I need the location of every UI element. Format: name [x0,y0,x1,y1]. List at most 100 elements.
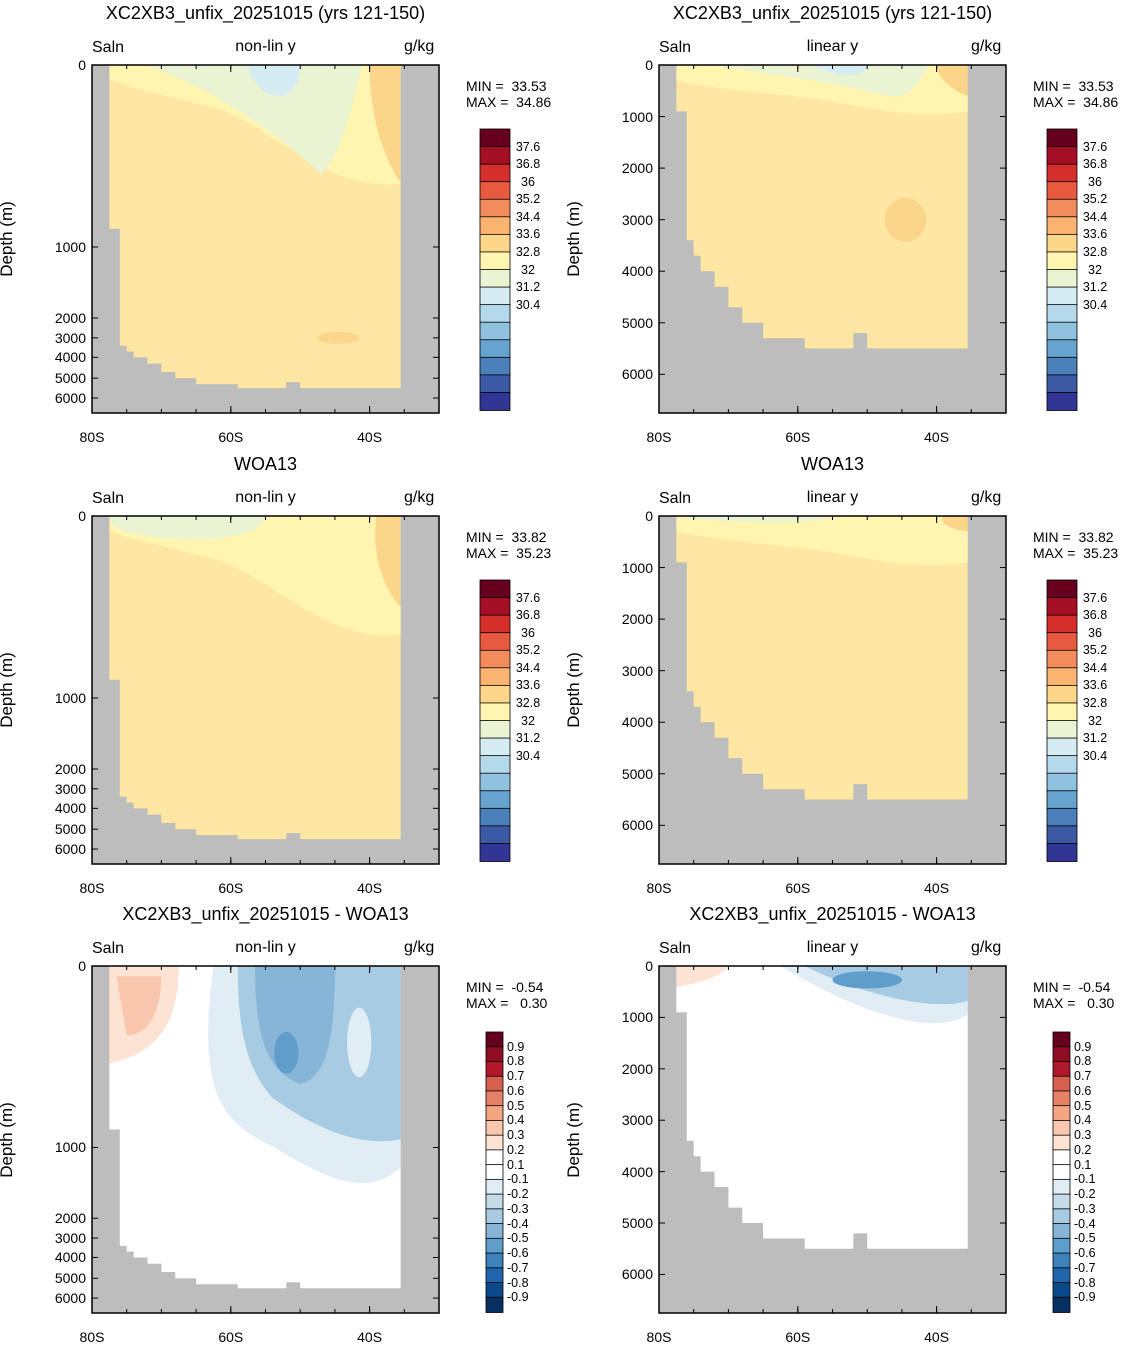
min-label: MIN = 33.53 [466,78,547,94]
colorbar-swatch [479,374,511,394]
colorbar-swatch [479,632,511,652]
colorbar-label: 33.6 [1082,678,1108,693]
colorbar-label: 30.4 [515,297,541,312]
colorbar-swatch [485,1061,504,1078]
y-axis-label: Depth (m) [0,1101,16,1178]
variable-label: Saln [659,39,692,56]
y-tick-label: 5000 [54,1270,86,1287]
colorbar-label: 37.6 [1082,590,1108,605]
colorbar-swatch [479,843,511,862]
colorbar-swatch [479,216,511,236]
colorbar-swatch [1052,1046,1071,1063]
y-tick-label: 1000 [54,1139,86,1156]
field-band [116,976,162,1036]
colorbar-label: 34.4 [1082,209,1108,224]
colorbar-label: 34.4 [515,209,541,224]
variable-label: Saln [92,39,125,56]
colorbar-swatch [1046,825,1078,845]
colorbar-label: 30.4 [1082,297,1108,312]
subtitle-label: linear y [806,939,859,956]
colorbar-swatch [1052,1223,1071,1240]
variable-label: Saln [659,940,692,957]
min-label: MIN = -0.54 [1033,979,1111,995]
plot-area [658,64,1007,414]
land-mask [400,966,439,1313]
colorbar-swatch [479,321,511,341]
colorbar-label: -0.7 [507,1260,529,1275]
colorbar-swatch [485,1164,504,1181]
colorbar-swatch [479,304,511,324]
y-tick-label: 2000 [621,611,653,628]
y-tick-label: 4000 [54,800,86,817]
colorbar-swatch [1052,1105,1071,1122]
colorbar-label: -0.1 [507,1172,529,1187]
field-band [936,65,968,96]
y-tick-label: 3000 [54,329,86,346]
colorbar-label: 36.8 [515,608,541,623]
subtitle-label: non-lin y [235,939,296,956]
y-tick-label: 6000 [54,390,86,407]
field-band [676,966,729,987]
colorbar [1052,1031,1071,1313]
colorbar-label: 36 [1088,174,1102,189]
x-tick-label: 60S [785,880,811,896]
colorbar-label: 30.4 [515,748,541,763]
colorbar-swatch [485,1090,504,1107]
colorbar-label: -0.4 [507,1216,529,1231]
colorbar-swatch [485,1120,504,1137]
colorbar-swatch [485,1267,504,1284]
colorbar-label: 32.8 [515,695,541,710]
colorbar-swatch [1052,1267,1071,1284]
x-tick-label: 80S [646,1329,672,1345]
colorbar-label: 0.4 [1074,1113,1092,1128]
plot-area [91,965,440,1314]
min-label: MIN = 33.82 [466,529,547,545]
plot-area [658,965,1007,1314]
colorbar [485,1031,504,1313]
colorbar-swatch [479,163,511,183]
colorbar-swatch [1046,579,1078,599]
field-band [942,516,968,532]
plot-area [658,515,1007,865]
field-band [274,1031,299,1074]
colorbar-swatch [1046,843,1078,862]
colorbar-label: 0.1 [1074,1157,1092,1172]
colorbar-label: 32 [1088,262,1102,277]
land-mask [967,516,1006,864]
y-tick-label: 2000 [54,1210,86,1227]
colorbar-label: 31.2 [515,280,541,295]
colorbar-label: 0.2 [507,1142,525,1157]
colorbar-swatch [1052,1296,1071,1313]
colorbar-label: 32 [1088,713,1102,728]
y-tick-label: 4000 [54,349,86,366]
colorbar-swatch [485,1193,504,1210]
colorbar-swatch [479,825,511,845]
y-tick-label: 6000 [621,1266,653,1283]
colorbar-swatch [479,772,511,792]
variable-label: Saln [92,940,125,957]
colorbar-swatch [1046,356,1078,376]
land-mask [400,65,439,413]
colorbar-swatch [479,597,511,617]
colorbar-label: 37.6 [515,139,541,154]
colorbar-swatch [479,720,511,739]
colorbar-label: 31.2 [515,731,541,746]
colorbar-swatch [1052,1149,1071,1166]
colorbar-label: 35.2 [1082,643,1108,658]
units-label: g/kg [971,939,1002,956]
x-tick-label: 60S [218,880,244,896]
colorbar-swatch [479,128,511,148]
colorbar-label: 0.3 [507,1128,525,1143]
x-tick-label: 40S [924,880,950,896]
colorbar-swatch [479,356,511,376]
subtitle-label: non-lin y [235,489,296,506]
x-tick-label: 60S [785,1329,811,1345]
colorbar-label: 33.6 [515,678,541,693]
colorbar-label: 32.8 [1082,244,1108,259]
field-band [109,516,401,636]
field-band [884,197,927,242]
colorbar-swatch [479,614,511,634]
y-axis-label: Depth (m) [564,201,583,277]
colorbar-swatch [1052,1090,1071,1107]
colorbar-label: 0.8 [507,1054,525,1069]
